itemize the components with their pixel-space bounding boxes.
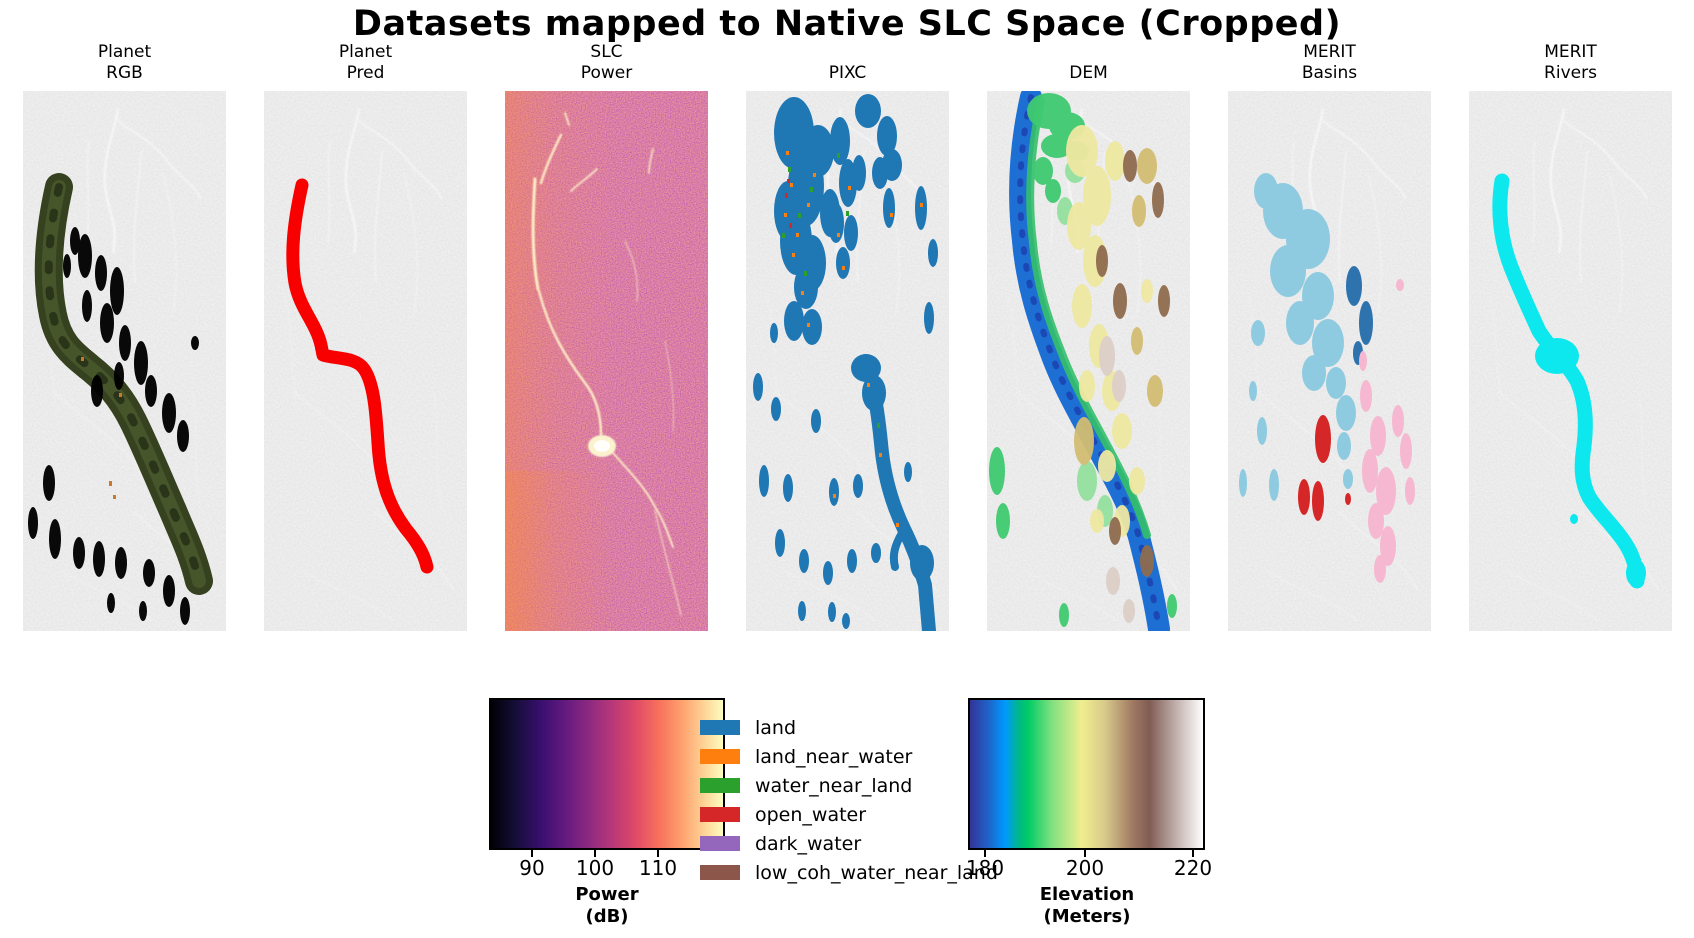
planet-rgb-image: [23, 91, 226, 631]
planet-pred-image: [264, 91, 467, 631]
legend-swatch-open-water: [700, 807, 740, 822]
legend-label-dark-water: dark_water: [755, 832, 862, 855]
legend-label-land-near-water: land_near_water: [755, 745, 913, 768]
legend-swatch-land-near-water: [700, 749, 740, 764]
power-tick-100: [594, 850, 596, 857]
elevation-axis-label: Elevation (Meters): [1039, 884, 1135, 927]
legend-item-water-near-land: water_near_land: [700, 771, 998, 800]
power-tick-label-110: 110: [638, 856, 678, 880]
merit-basins-image: [1228, 91, 1431, 631]
figure-title: Datasets mapped to Native SLC Space (Cro…: [352, 4, 1342, 44]
power-tick-label-100: 100: [575, 856, 615, 880]
elevation-tick-220: [1192, 850, 1194, 857]
legend-item-land: land: [700, 713, 998, 742]
elevation-tick-180: [984, 850, 986, 857]
elevation-tick-label-220: 220: [1173, 856, 1213, 880]
legend-swatch-low-coh-water-near-land: [700, 865, 740, 880]
legend-item-low-coh-water-near-land: low_coh_water_near_land: [700, 858, 998, 887]
pixc-image: [746, 91, 949, 631]
panel-title-dem: DEM: [1069, 63, 1108, 83]
legend-item-land-near-water: land_near_water: [700, 742, 998, 771]
dem-image: [987, 91, 1190, 631]
legend-swatch-land: [700, 720, 740, 735]
elevation-colorbar: [968, 698, 1205, 850]
legend-item-open-water: open_water: [700, 800, 998, 829]
panel-title-slc-power: SLC Power: [580, 42, 633, 83]
class-legend: land land_near_water water_near_land ope…: [700, 713, 998, 887]
panel-title-planet-rgb: Planet RGB: [97, 42, 152, 83]
power-tick-110: [657, 850, 659, 857]
elevation-tick-200: [1084, 850, 1086, 857]
legend-item-dark-water: dark_water: [700, 829, 998, 858]
panel-planet-rgb: [23, 91, 226, 631]
slc-power-image: [505, 91, 708, 631]
power-axis-label: Power (dB): [575, 884, 639, 927]
panel-planet-pred: [264, 91, 467, 631]
panel-title-merit-rivers: MERIT Rivers: [1544, 42, 1597, 83]
power-tick-90: [531, 850, 533, 857]
merit-rivers-image: [1469, 91, 1672, 631]
panel-title-planet-pred: Planet Pred: [338, 42, 393, 83]
power-tick-label-90: 90: [519, 856, 545, 880]
legend-label-open-water: open_water: [755, 803, 867, 826]
elevation-tick-label-200: 200: [1065, 856, 1105, 880]
panel-merit-basins: [1228, 91, 1431, 631]
legend-swatch-dark-water: [700, 836, 740, 851]
legend-label-land: land: [755, 716, 797, 739]
panel-title-merit-basins: MERIT Basins: [1301, 42, 1358, 83]
panel-pixc: [746, 91, 949, 631]
power-colorbar: [489, 698, 725, 850]
panel-merit-rivers: [1469, 91, 1672, 631]
panel-slc-power: [505, 91, 708, 631]
elevation-tick-label-180: 180: [965, 856, 1005, 880]
legend-swatch-water-near-land: [700, 778, 740, 793]
panel-dem: [987, 91, 1190, 631]
legend-label-low-coh-water-near-land: low_coh_water_near_land: [755, 861, 998, 884]
legend-label-water-near-land: water_near_land: [755, 774, 913, 797]
panel-title-pixc: PIXC: [828, 63, 867, 83]
